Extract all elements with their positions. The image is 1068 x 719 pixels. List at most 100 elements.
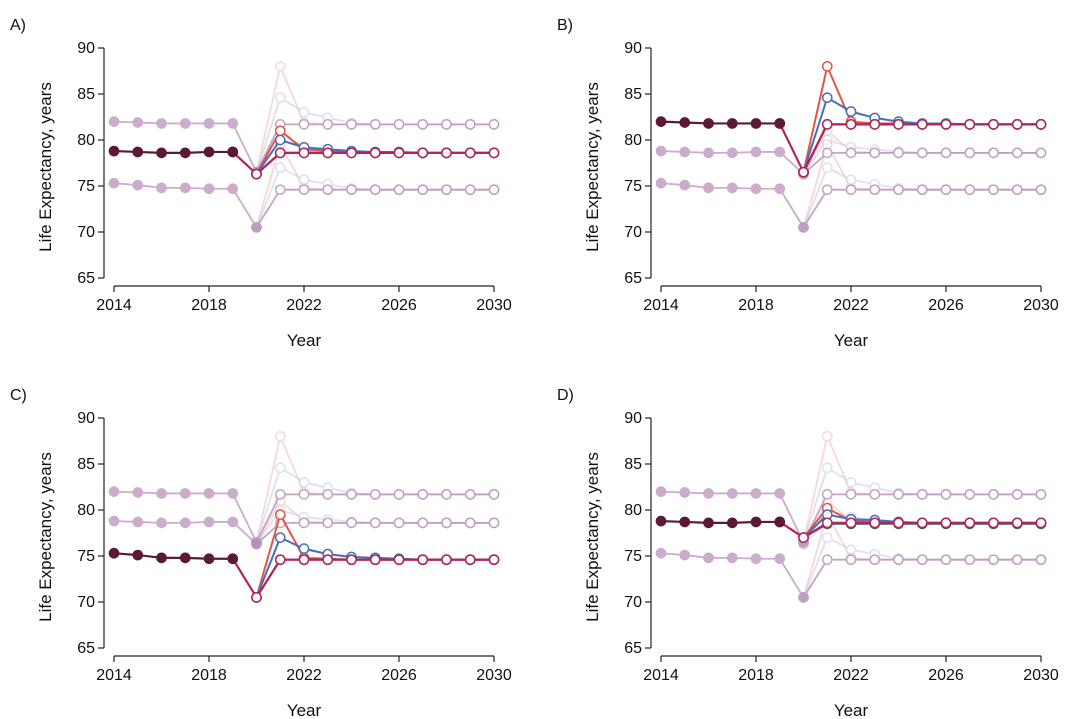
baseline-series-high-point bbox=[703, 488, 714, 499]
panel-A: A) 65 70 75 80 85 90 2014 2018 2022 2026 2030 Year Li… bbox=[10, 17, 512, 350]
highlight-observed-series-point bbox=[156, 147, 167, 159]
highlight-observed-series bbox=[108, 145, 239, 159]
highlight-projection-series-point bbox=[1035, 119, 1047, 130]
scenario-series-blue-point bbox=[274, 134, 286, 146]
faint-lavender-series-point bbox=[845, 544, 857, 556]
x-axis-title: Year bbox=[834, 701, 869, 719]
highlight-projection-series-point bbox=[298, 147, 310, 159]
baseline-series-mid-point bbox=[346, 517, 357, 529]
baseline-series-low-point bbox=[1035, 554, 1047, 566]
baseline-series-low-point bbox=[964, 184, 976, 196]
baseline-series-high-point bbox=[655, 486, 667, 497]
baseline-series-low-point bbox=[464, 184, 476, 196]
faint-lavender-series-line bbox=[255, 536, 494, 598]
panel-C: C) 65 70 75 80 85 90 2014 2018 2022 2026 2030 Year Li… bbox=[10, 387, 512, 719]
faint-lavender-series-line bbox=[802, 96, 1041, 173]
highlight-projection-series-point bbox=[251, 168, 262, 180]
faint-lavender-series-point bbox=[845, 477, 857, 488]
baseline-series-high-point bbox=[393, 489, 405, 500]
x-tick-label: 2026 bbox=[381, 297, 417, 314]
baseline-series-low-point bbox=[726, 552, 738, 564]
highlight-observed-series-point bbox=[203, 146, 215, 158]
baseline-series-low-point bbox=[869, 184, 881, 196]
x-tick-label: 2030 bbox=[1023, 297, 1059, 314]
baseline-series-low-point bbox=[417, 184, 429, 196]
baseline-series-high-point bbox=[322, 119, 334, 130]
baseline-series-low-point bbox=[441, 184, 452, 196]
baseline-series-high-point bbox=[679, 487, 691, 498]
baseline-series-mid-point bbox=[940, 147, 952, 159]
scenario-series-gray-line bbox=[255, 558, 494, 598]
x-tick-label: 2014 bbox=[96, 297, 132, 314]
faint-lavender-series-point bbox=[821, 532, 833, 543]
y-tick-label: 75 bbox=[77, 178, 95, 195]
highlight-projection-series-point bbox=[346, 147, 357, 159]
highlight-projection-series-point bbox=[1011, 517, 1023, 529]
baseline-series-mid-point bbox=[369, 517, 381, 529]
panel-label: C) bbox=[10, 387, 27, 404]
faint-gray-series-line bbox=[255, 558, 494, 598]
highlight-projection-series bbox=[227, 553, 500, 603]
baseline-series-mid-point bbox=[964, 147, 976, 159]
faint-lavender-series-point bbox=[821, 162, 833, 173]
x-tick-label: 2014 bbox=[96, 667, 132, 684]
faint-lavender-series bbox=[251, 92, 500, 178]
highlight-observed-series-line bbox=[660, 519, 780, 524]
highlight-observed-series-point bbox=[132, 146, 144, 158]
baseline-series-high-point bbox=[179, 488, 191, 499]
scenario-series-blue-line bbox=[802, 96, 1041, 173]
baseline-series-high-point bbox=[156, 118, 167, 129]
baseline-series-low-point bbox=[988, 554, 999, 566]
baseline-series-high-point bbox=[1011, 489, 1023, 500]
baseline-series-high-point bbox=[488, 119, 500, 130]
baseline-series-mid-point bbox=[655, 145, 667, 157]
panel-D: D) 65 70 75 80 85 90 2014 2018 2022 2026 2030 Year Li… bbox=[557, 387, 1059, 719]
baseline-series-high-point bbox=[346, 119, 357, 130]
baseline-series-low-point bbox=[893, 554, 904, 566]
baseline-series-high-point bbox=[346, 489, 357, 500]
x-tick-label: 2030 bbox=[1023, 667, 1059, 684]
highlight-observed-series-line bbox=[113, 149, 233, 154]
highlight-projection-series-point bbox=[417, 554, 429, 566]
highlight-projection-series-point bbox=[1035, 517, 1047, 529]
baseline-series-high-point bbox=[369, 489, 381, 500]
highlight-projection-series-point bbox=[940, 119, 952, 130]
x-tick-label: 2022 bbox=[286, 297, 322, 314]
baseline-series-high-point bbox=[132, 117, 144, 128]
x-tick-label: 2014 bbox=[643, 667, 679, 684]
highlight-observed-series bbox=[108, 547, 239, 565]
highlight-projection-series-point bbox=[845, 119, 857, 130]
baseline-series-low-point bbox=[1011, 184, 1023, 196]
scenario-series-blue-point bbox=[274, 532, 286, 543]
y-tick-label: 65 bbox=[624, 640, 642, 657]
baseline-series-high-point bbox=[298, 119, 310, 130]
highlight-projection-series-point bbox=[298, 554, 310, 566]
panel-label: B) bbox=[557, 17, 573, 34]
baseline-series-low-point bbox=[251, 222, 262, 233]
highlight-observed-series-point bbox=[655, 515, 667, 527]
baseline-series-low-point bbox=[916, 554, 928, 566]
baseline-series-low-point bbox=[940, 554, 952, 566]
x-tick-label: 2018 bbox=[191, 667, 227, 684]
baseline-series-mid-point bbox=[774, 146, 786, 158]
highlight-projection-series-point bbox=[869, 119, 881, 130]
faint-pink-series-point bbox=[274, 61, 286, 72]
baseline-series-high-point bbox=[322, 489, 334, 500]
highlight-observed-series-point bbox=[156, 552, 167, 564]
faint-lavender-series-point bbox=[274, 462, 286, 474]
baseline-series-low-point bbox=[774, 553, 786, 565]
baseline-series-high-point bbox=[203, 488, 215, 499]
faint-lavender-series bbox=[798, 462, 1047, 548]
faint-lavender-series-point bbox=[821, 462, 833, 474]
scenario-series-blue-point bbox=[298, 543, 310, 554]
baseline-series-low-point bbox=[132, 179, 144, 191]
baseline-series-high-point bbox=[298, 489, 310, 500]
highlight-observed-series-point bbox=[203, 553, 215, 565]
y-tick-label: 70 bbox=[624, 224, 642, 241]
highlight-projection-series bbox=[774, 516, 1047, 543]
highlight-projection-series-point bbox=[441, 554, 452, 566]
baseline-series-high-point bbox=[108, 486, 120, 497]
baseline-series-low-point bbox=[821, 184, 833, 196]
highlight-projection-series-line bbox=[231, 558, 494, 599]
baseline-series-mid-point bbox=[179, 517, 191, 529]
